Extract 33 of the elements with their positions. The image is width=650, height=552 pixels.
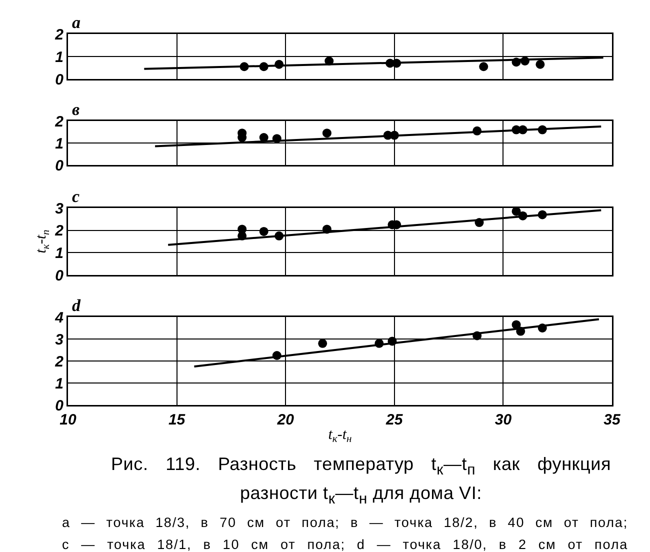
- y-tick-label: 1: [55, 48, 64, 66]
- chart-title: d: [72, 296, 81, 315]
- y-tick-label: 3: [55, 200, 64, 218]
- y-tick-label: 0: [55, 71, 64, 88]
- x-tick-label: 25: [385, 412, 404, 428]
- y-tick-label: 4: [54, 309, 64, 326]
- y-tick-label: 2: [54, 353, 64, 370]
- y-tick-label: 2: [54, 113, 64, 130]
- text: c — точка 18/1, в 10 см от пола; d — точка 18/0, в 2 см от пола: [62, 536, 628, 552]
- y-tick-label: 2: [54, 222, 64, 240]
- y-tick-label: 0: [55, 267, 64, 284]
- y-tick-label: 1: [55, 244, 64, 262]
- chart-title: в: [72, 100, 80, 119]
- text: a — точка 18/3, в 70 см от пола; в — точка 18/2, в 40 см от пола;: [62, 514, 628, 532]
- y-tick-label: 1: [55, 375, 64, 392]
- y-tick-label: 0: [55, 157, 64, 174]
- x-tick-label: 15: [168, 412, 186, 428]
- point: [322, 128, 332, 138]
- x-tick-label: 35: [604, 412, 621, 428]
- point: [318, 338, 328, 348]
- x-tick-label: 10: [60, 412, 77, 428]
- x-axis-title: t$_{к}$-t$_{н}$: [328, 426, 352, 445]
- chart-title: a: [72, 13, 81, 32]
- y-tick-label: 0: [55, 397, 64, 414]
- y-tick-label: 3: [55, 331, 64, 348]
- point: [259, 226, 268, 236]
- y-tick-label: 2: [54, 26, 64, 44]
- y-tick-label: 1: [55, 135, 64, 152]
- point: [512, 208, 521, 216]
- x-tick-label: 30: [494, 412, 512, 428]
- x-tick-label: 20: [276, 412, 295, 428]
- text: Рис. 119. Разность температур t$_{к}$—t$_{п}$ как функция разности t$_{к}$—t$_{н}$ для дома VI:: [111, 454, 611, 508]
- chart-title: c: [72, 187, 80, 206]
